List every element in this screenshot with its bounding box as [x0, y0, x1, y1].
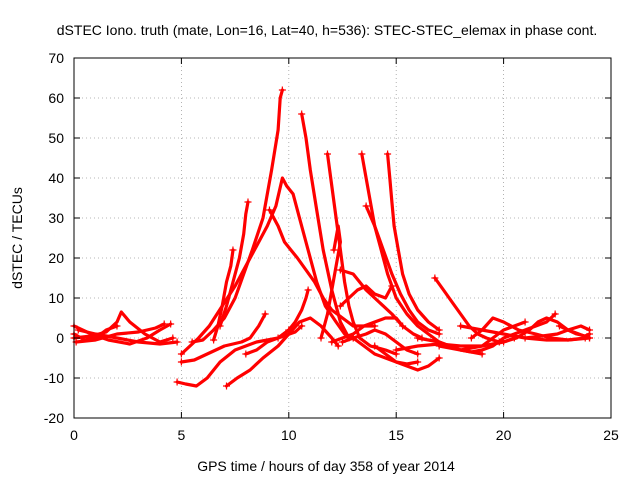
series-arc-i-end-marker: [244, 198, 252, 206]
series-arc-af-start-marker: [467, 334, 475, 342]
series-arc-j-start-marker: [173, 378, 181, 386]
series-arc-u-start-marker: [358, 150, 366, 158]
series-arc-g-end-marker: [278, 86, 286, 94]
series-arc-aj-end-marker: [586, 330, 594, 338]
series-arc-k-end-marker: [261, 310, 269, 318]
series-arc-g-start-marker: [188, 338, 196, 346]
series-arc-x-start-marker: [336, 266, 344, 274]
series-arc-z-start-marker: [349, 334, 357, 342]
series-arc-c: [74, 322, 166, 344]
series-arc-v: [364, 204, 441, 336]
series-arc-k: [179, 312, 267, 364]
series-arc-aa-end-marker: [414, 358, 422, 366]
x-tick-label: 20: [496, 427, 512, 443]
y-tick-label: 70: [48, 50, 64, 66]
series-arc-o-start-marker: [265, 206, 273, 214]
x-tick-label: 10: [281, 427, 297, 443]
series-arc-ah-start-marker: [500, 338, 508, 346]
series-arc-y: [338, 284, 394, 308]
series-arc-i-start-marker: [216, 322, 224, 330]
data-series: [70, 86, 594, 390]
series-arc-p-start-marker: [298, 110, 306, 118]
series-arc-ab: [433, 276, 501, 344]
series-arc-aj-start-marker: [555, 322, 563, 330]
series-arc-r: [319, 224, 342, 340]
x-axis-label: GPS time / hours of day 358 of year 2014: [197, 458, 455, 474]
series-arc-ac-start-marker: [392, 346, 400, 354]
y-tick-label: -10: [44, 370, 64, 386]
series-arc-d-start-marker: [74, 326, 82, 334]
series-arc-e-end-marker: [113, 322, 121, 330]
series-arc-ae-end-marker: [521, 318, 529, 326]
series-arc-f: [179, 176, 355, 356]
series-arc-l-end-marker: [334, 342, 342, 350]
series-arc-s-start-marker: [328, 338, 336, 346]
series-arc-n-end-marker: [304, 286, 312, 294]
y-tick-label: 0: [56, 330, 64, 346]
series-arc-w: [386, 152, 441, 332]
y-axis-label: dSTEC / TECUs: [9, 187, 25, 289]
series-arc-ae-start-marker: [435, 342, 443, 350]
series-arc-t-end-marker: [414, 350, 422, 358]
series-arc-h: [212, 248, 235, 342]
series-arc-e: [72, 324, 119, 342]
series-arc-z-end-marker: [435, 354, 443, 362]
y-tick-label: -20: [44, 410, 64, 426]
series-arc-w-start-marker: [384, 150, 392, 158]
series-arc-aa: [373, 344, 420, 366]
series-arc-i: [218, 200, 250, 328]
series-arc-w-end-marker: [435, 326, 443, 334]
series-arc-a-end-marker: [169, 334, 177, 342]
series-arc-h-start-marker: [210, 336, 218, 344]
series-arc-b-end-marker: [167, 320, 175, 328]
series-arc-n: [276, 288, 310, 340]
series-arc-r-end-marker: [317, 334, 325, 342]
series-arc-q-start-marker: [323, 150, 331, 158]
series-arc-v-start-marker: [362, 202, 370, 210]
series-arc-p: [300, 112, 351, 340]
series-arc-c-end-marker: [160, 320, 168, 328]
series-arc-ad-end-marker: [551, 310, 559, 318]
x-tick-label: 15: [388, 427, 404, 443]
y-tick-label: 40: [48, 170, 64, 186]
axis-ticks: 0 5 10 15 20 25 -20 -10 0 10 20 30 40 50 60 70: [44, 50, 619, 443]
y-tick-label: 50: [48, 130, 64, 146]
series-arc-k-start-marker: [177, 358, 185, 366]
series-arc-n-start-marker: [274, 334, 282, 342]
series-arc-m-start-marker: [242, 350, 250, 358]
series-arc-ai: [523, 324, 592, 340]
series-arc-y-start-marker: [336, 302, 344, 310]
y-tick-label: 30: [48, 210, 64, 226]
series-arc-j-end-marker: [298, 322, 306, 330]
series-arc-ad-start-marker: [414, 334, 422, 342]
series-arc-h-end-marker: [229, 246, 237, 254]
series-arc-x: [338, 268, 424, 340]
series-arc-l-start-marker: [223, 382, 231, 390]
series-arc-f-start-marker: [177, 350, 185, 358]
x-tick-label: 25: [603, 427, 619, 443]
chart-title: dSTEC Iono. truth (mate, Lon=16, Lat=40,…: [57, 22, 597, 38]
x-tick-label: 5: [178, 427, 186, 443]
series-arc-ab-start-marker: [431, 274, 439, 282]
series-arc-g: [190, 88, 284, 344]
series-arc-t-start-marker: [339, 338, 346, 346]
series-arc-aa-start-marker: [371, 342, 379, 350]
x-tick-label: 0: [70, 427, 78, 443]
series-arc-ai-start-marker: [521, 334, 529, 342]
series-arc-u-end-marker: [478, 350, 486, 358]
y-tick-label: 10: [48, 290, 64, 306]
series-arc-d: [76, 328, 179, 346]
series-arc-ag-start-marker: [457, 322, 465, 330]
series-arc-d-end-marker: [173, 338, 181, 346]
series-arc-r-start-marker: [330, 246, 338, 254]
series-arc-o: [267, 208, 377, 328]
series-arc-y-end-marker: [388, 282, 396, 290]
y-tick-label: 60: [48, 90, 64, 106]
plot-frame: [73, 57, 612, 419]
series-arc-aj: [557, 324, 592, 338]
y-tick-label: 20: [48, 250, 64, 266]
